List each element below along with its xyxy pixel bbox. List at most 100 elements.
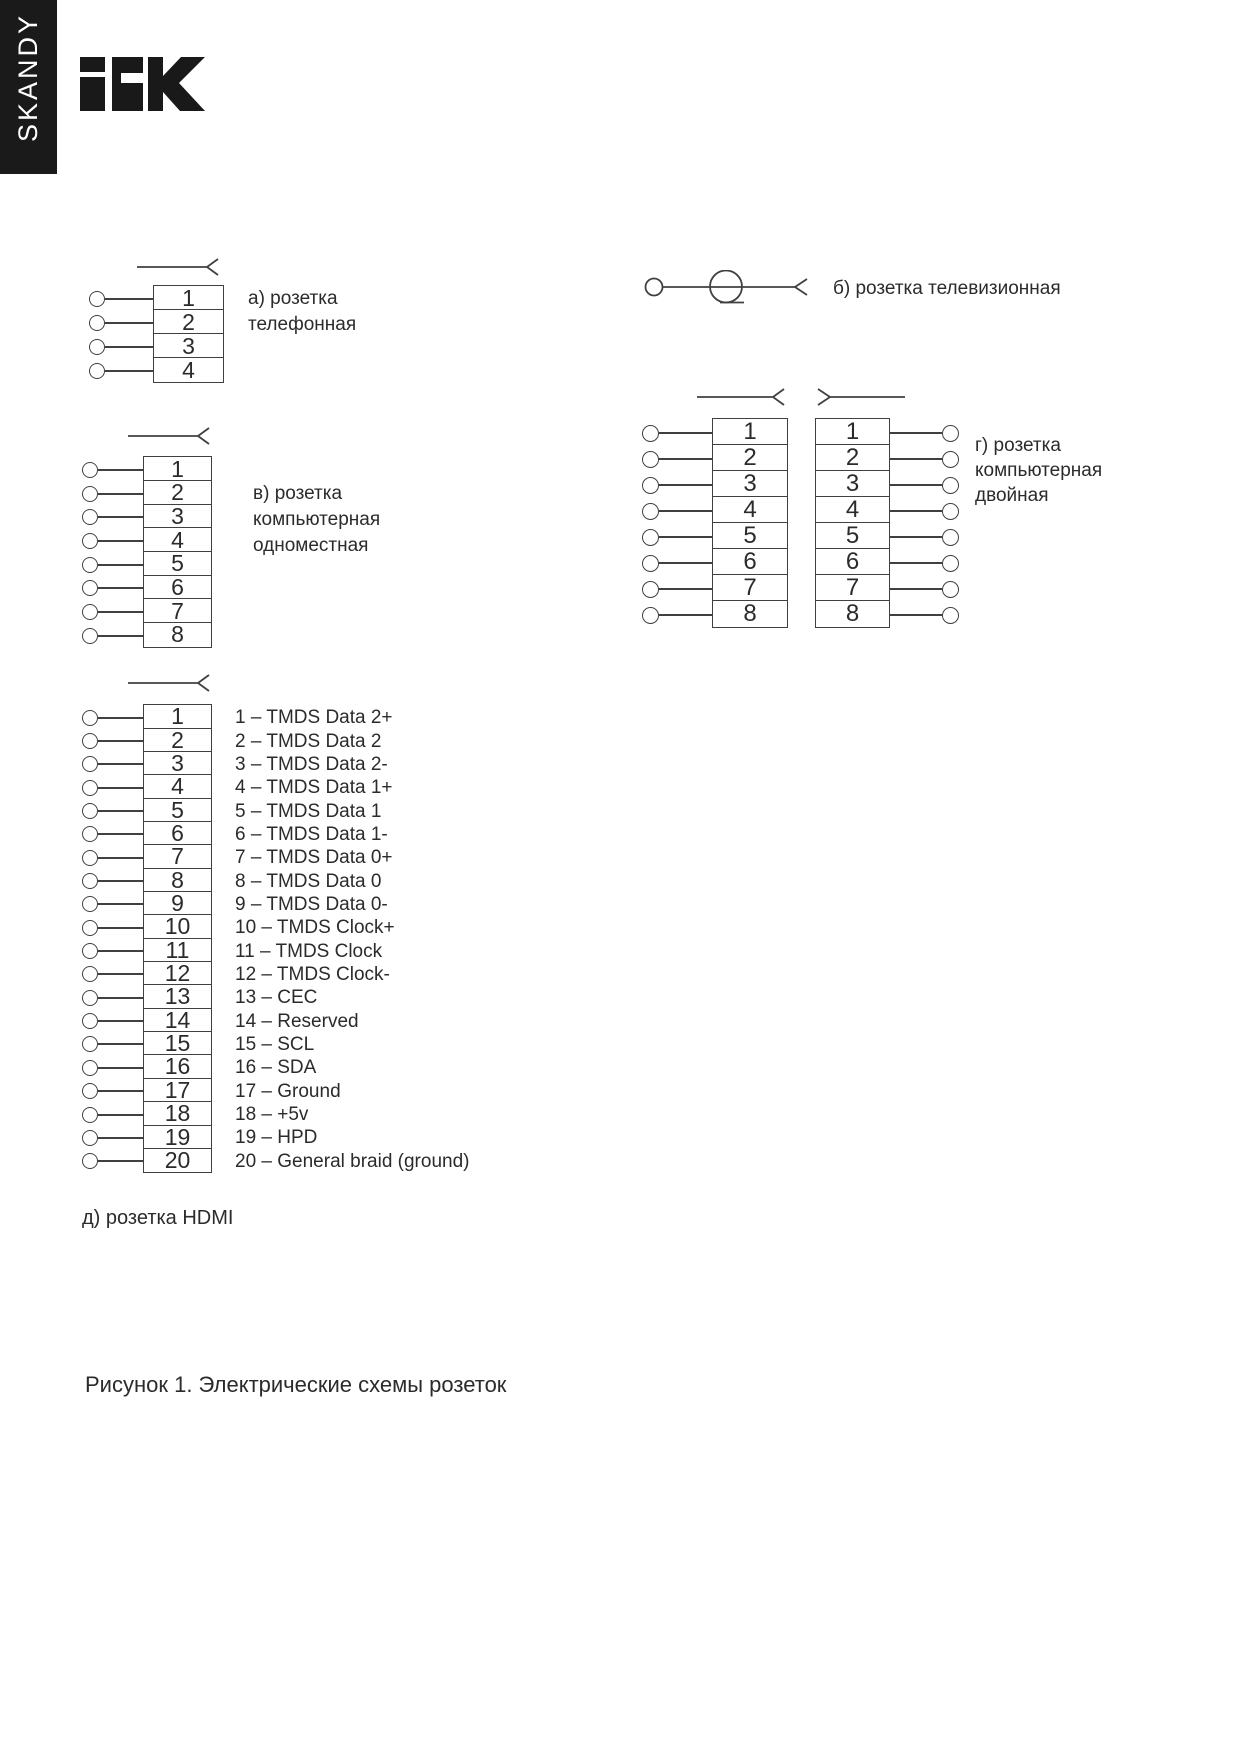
wire-line — [98, 1020, 143, 1023]
terminal-circle-icon — [82, 873, 98, 890]
pin-number-cell: 12 — [143, 961, 212, 987]
wire-line — [98, 856, 143, 859]
pin-row: 3 — [82, 503, 212, 530]
terminal-circle-icon — [942, 554, 959, 572]
pin-description: 11 – TMDS Clock — [235, 940, 383, 962]
pin-row: 16 16 – SDA — [82, 1054, 469, 1080]
pin-number-cell-left: 2 — [712, 444, 788, 472]
pin-description: 15 – SCL — [235, 1033, 315, 1055]
pin-row: 19 19 – HPD — [82, 1124, 469, 1150]
pin-row: 8 8 – TMDS Data 0 — [82, 867, 469, 893]
pin-row: 4 — [82, 527, 212, 553]
terminal-circle-icon — [642, 476, 659, 494]
pin-number-cell: 8 — [143, 867, 212, 893]
connector-fork-right-icon — [817, 388, 905, 406]
pin-number-cell-right: 2 — [815, 444, 890, 472]
pin-row: 3 3 – TMDS Data 2- — [82, 751, 469, 777]
pin-number-cell: 13 — [143, 984, 212, 1010]
pin-description: 10 – TMDS Clock+ — [235, 917, 395, 939]
wire-line — [98, 1090, 143, 1093]
wire-line — [659, 588, 712, 590]
wire-line — [890, 614, 942, 616]
terminal-circle-icon — [82, 733, 98, 750]
pin-number-cell: 6 — [143, 821, 212, 847]
pin-row: 8 8 — [642, 600, 959, 628]
pin-row: 7 7 – TMDS Data 0+ — [82, 844, 469, 870]
pin-row: 2 2 – TMDS Data 2 — [82, 727, 469, 753]
wire-line — [98, 926, 143, 929]
terminal-circle-icon — [82, 919, 98, 936]
pin-description: 12 – TMDS Clock- — [235, 963, 390, 985]
pin-row: 4 4 — [642, 496, 959, 524]
diagram-label-telephone: а) розетка телефонная — [248, 288, 357, 335]
pin-number-cell: 4 — [143, 527, 212, 553]
wire-line — [98, 610, 143, 613]
wire-line — [98, 833, 143, 836]
pin-number-cell: 10 — [143, 914, 212, 940]
pin-number-cell: 2 — [153, 309, 224, 335]
pin-number-cell: 2 — [143, 480, 212, 506]
pin-description: 7 – TMDS Data 0+ — [235, 847, 393, 869]
pin-number-cell: 3 — [143, 751, 212, 777]
pin-row: 6 6 — [642, 548, 959, 576]
terminal-circle-icon — [82, 943, 98, 960]
wire-line — [98, 973, 143, 976]
pin-row: 5 — [82, 551, 212, 577]
pin-row: 18 18 – +5v — [82, 1101, 469, 1127]
terminal-circle-icon — [642, 554, 659, 572]
wire-line — [105, 346, 153, 348]
terminal-circle-icon — [942, 450, 959, 468]
terminal-circle-icon — [942, 528, 959, 546]
diagram-label-computer-single: в) розетка компьютерная одноместная — [253, 483, 381, 556]
terminal-circle-icon — [82, 1013, 98, 1030]
terminal-circle-icon — [942, 502, 959, 520]
wire-line — [105, 322, 153, 324]
wire-line — [890, 588, 942, 590]
pin-description: 4 – TMDS Data 1+ — [235, 777, 393, 799]
wire-line — [98, 786, 143, 789]
pin-number-cell: 3 — [153, 333, 224, 359]
terminal-circle-icon — [82, 779, 98, 796]
block-gap — [788, 472, 815, 498]
pin-description: 9 – TMDS Data 0- — [235, 893, 388, 915]
terminal-circle-icon — [82, 826, 98, 843]
pin-description: 16 – SDA — [235, 1057, 317, 1079]
pin-number-cell: 7 — [143, 844, 212, 870]
pin-number-cell: 15 — [143, 1031, 212, 1057]
pin-row: 8 — [82, 622, 212, 648]
terminal-circle-icon — [82, 966, 98, 983]
pin-description: 18 – +5v — [235, 1104, 309, 1126]
terminal-circle-icon — [82, 509, 98, 526]
pin-description: 8 – TMDS Data 0 — [235, 870, 382, 892]
pin-description: 3 – TMDS Data 2- — [235, 753, 388, 775]
pin-row: 14 14 – Reserved — [82, 1007, 469, 1033]
terminal-circle-icon — [642, 424, 659, 442]
block-gap — [788, 498, 815, 524]
wire-line — [890, 536, 942, 538]
pin-number-cell-left: 4 — [712, 496, 788, 524]
terminal-circle-icon — [82, 709, 98, 726]
pin-number-cell: 4 — [153, 357, 224, 383]
pin-number-cell: 6 — [143, 574, 212, 601]
wire-line — [105, 298, 153, 300]
pin-number-cell-left: 3 — [712, 470, 788, 498]
pin-row: 1 — [89, 285, 224, 311]
wire-line — [659, 562, 712, 564]
wire-line — [659, 536, 712, 538]
pin-row: 1 1 — [642, 418, 959, 446]
pin-number-cell: 14 — [143, 1007, 212, 1033]
wire-line — [659, 614, 712, 616]
pin-number-cell: 3 — [143, 503, 212, 530]
terminal-circle-icon — [82, 1059, 98, 1076]
terminal-circle-icon — [82, 603, 98, 620]
pin-row: 4 — [89, 357, 224, 383]
wire-line — [98, 950, 143, 953]
terminal-circle-icon — [82, 803, 98, 820]
wire-line — [890, 510, 942, 512]
pin-number-cell: 1 — [153, 285, 224, 311]
pin-row: 20 20 – General braid (ground) — [82, 1147, 469, 1173]
connector-fork-icon — [128, 674, 210, 692]
pin-number-cell: 5 — [143, 551, 212, 577]
wire-line — [890, 432, 942, 434]
wire-line — [98, 763, 143, 766]
